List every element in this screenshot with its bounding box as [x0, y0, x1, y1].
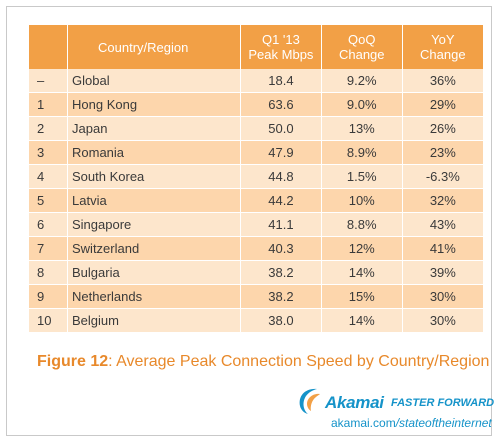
table-row: 6 Singapore 41.1 8.8% 43%	[29, 212, 483, 237]
url-path: /stateoftheinternet	[395, 416, 492, 430]
peak-speed-table: Country/Region Q1 '13 Peak Mbps QoQ Chan…	[29, 25, 483, 333]
cell-country: Latvia	[67, 188, 241, 213]
cell-yoy: 43%	[402, 212, 483, 237]
cell-rank: 6	[29, 212, 68, 237]
cell-qoq: 12%	[321, 236, 403, 261]
cell-rank: 7	[29, 236, 68, 261]
header-rank	[29, 25, 68, 69]
cell-qoq: 14%	[321, 308, 403, 333]
cell-rank: 10	[29, 308, 68, 333]
cell-peak: 63.6	[240, 92, 322, 117]
cell-country: Singapore	[67, 212, 241, 237]
cell-peak: 38.0	[240, 308, 322, 333]
cell-rank: 2	[29, 116, 68, 141]
cell-peak: 50.0	[240, 116, 322, 141]
cell-country: Hong Kong	[67, 92, 241, 117]
cell-peak: 38.2	[240, 260, 322, 285]
cell-yoy: 29%	[402, 92, 483, 117]
cell-rank: 1	[29, 92, 68, 117]
cell-yoy: 23%	[402, 140, 483, 165]
cell-country: Romania	[67, 140, 241, 165]
table-row: 5 Latvia 44.2 10% 32%	[29, 188, 483, 213]
akamai-swoosh-icon	[299, 388, 320, 414]
cell-peak: 44.2	[240, 188, 322, 213]
header-peak-line2: Peak Mbps	[248, 47, 314, 62]
cell-peak: 44.8	[240, 164, 322, 189]
cell-qoq: 13%	[321, 116, 403, 141]
header-qoq-change: QoQ Change	[321, 25, 403, 69]
cell-rank: 8	[29, 260, 68, 285]
table-header-row: Country/Region Q1 '13 Peak Mbps QoQ Chan…	[29, 25, 483, 69]
cell-yoy: 26%	[402, 116, 483, 141]
cell-rank: 9	[29, 284, 68, 309]
cell-country: Global	[67, 69, 241, 93]
cell-yoy: 30%	[402, 308, 483, 333]
cell-qoq: 9.0%	[321, 92, 403, 117]
table-container: Country/Region Q1 '13 Peak Mbps QoQ Chan…	[29, 25, 483, 333]
header-country: Country/Region	[67, 25, 241, 69]
cell-country: Bulgaria	[67, 260, 241, 285]
table-row: 2 Japan 50.0 13% 26%	[29, 116, 483, 141]
table-row: 9 Netherlands 38.2 15% 30%	[29, 284, 483, 309]
cell-peak: 47.9	[240, 140, 322, 165]
table-row: – Global 18.4 9.2% 36%	[29, 69, 483, 93]
cell-qoq: 10%	[321, 188, 403, 213]
figure-caption: Figure 12: Average Peak Connection Speed…	[37, 353, 489, 371]
cell-peak: 18.4	[240, 69, 322, 93]
cell-qoq: 8.9%	[321, 140, 403, 165]
cell-rank: 5	[29, 188, 68, 213]
cell-qoq: 8.8%	[321, 212, 403, 237]
tagline: FASTER FORWARD	[391, 397, 495, 409]
cell-peak: 38.2	[240, 284, 322, 309]
cell-country: South Korea	[67, 164, 241, 189]
cell-yoy: 30%	[402, 284, 483, 309]
header-qoq-line2: Change	[338, 47, 385, 62]
cell-yoy: 41%	[402, 236, 483, 261]
cell-country: Belgium	[67, 308, 241, 333]
cell-peak: 40.3	[240, 236, 322, 261]
cell-country: Switzerland	[67, 236, 241, 261]
cell-qoq: 9.2%	[321, 69, 403, 93]
table-row: 1 Hong Kong 63.6 9.0% 29%	[29, 92, 483, 117]
table-row: 4 South Korea 44.8 1.5% -6.3%	[29, 164, 483, 189]
header-yoy-line1: YoY	[431, 32, 455, 47]
akamai-wordmark: Akamai	[325, 393, 384, 412]
header-peak-mbps: Q1 '13 Peak Mbps	[240, 25, 322, 69]
cell-rank: 3	[29, 140, 68, 165]
cell-qoq: 1.5%	[321, 164, 403, 189]
cell-country: Netherlands	[67, 284, 241, 309]
figure-title: : Average Peak Connection Speed by Count…	[108, 353, 490, 370]
cell-rank: 4	[29, 164, 68, 189]
table-row: 7 Switzerland 40.3 12% 41%	[29, 236, 483, 261]
cell-rank: –	[29, 69, 68, 93]
figure-frame: Country/Region Q1 '13 Peak Mbps QoQ Chan…	[6, 6, 494, 436]
url-domain: akamai.com	[331, 416, 396, 430]
cell-yoy: 39%	[402, 260, 483, 285]
header-qoq-line1: QoQ	[348, 32, 376, 47]
cell-yoy: 32%	[402, 188, 483, 213]
cell-peak: 41.1	[240, 212, 322, 237]
website-link[interactable]: akamai.com/stateoftheinternet	[331, 416, 492, 430]
akamai-branding: Akamai FASTER FORWARD akamai.com/stateof…	[295, 385, 494, 433]
header-yoy-change: YoY Change	[402, 25, 483, 69]
cell-yoy: 36%	[402, 69, 483, 93]
table-row: 3 Romania 47.9 8.9% 23%	[29, 140, 483, 165]
table-row: 8 Bulgaria 38.2 14% 39%	[29, 260, 483, 285]
cell-qoq: 15%	[321, 284, 403, 309]
cell-country: Japan	[67, 116, 241, 141]
cell-qoq: 14%	[321, 260, 403, 285]
cell-yoy: -6.3%	[402, 164, 483, 189]
figure-label: Figure 12	[37, 353, 109, 370]
table-row: 10 Belgium 38.0 14% 30%	[29, 308, 483, 333]
header-yoy-line2: Change	[420, 47, 466, 62]
header-peak-line1: Q1 '13	[261, 32, 300, 47]
